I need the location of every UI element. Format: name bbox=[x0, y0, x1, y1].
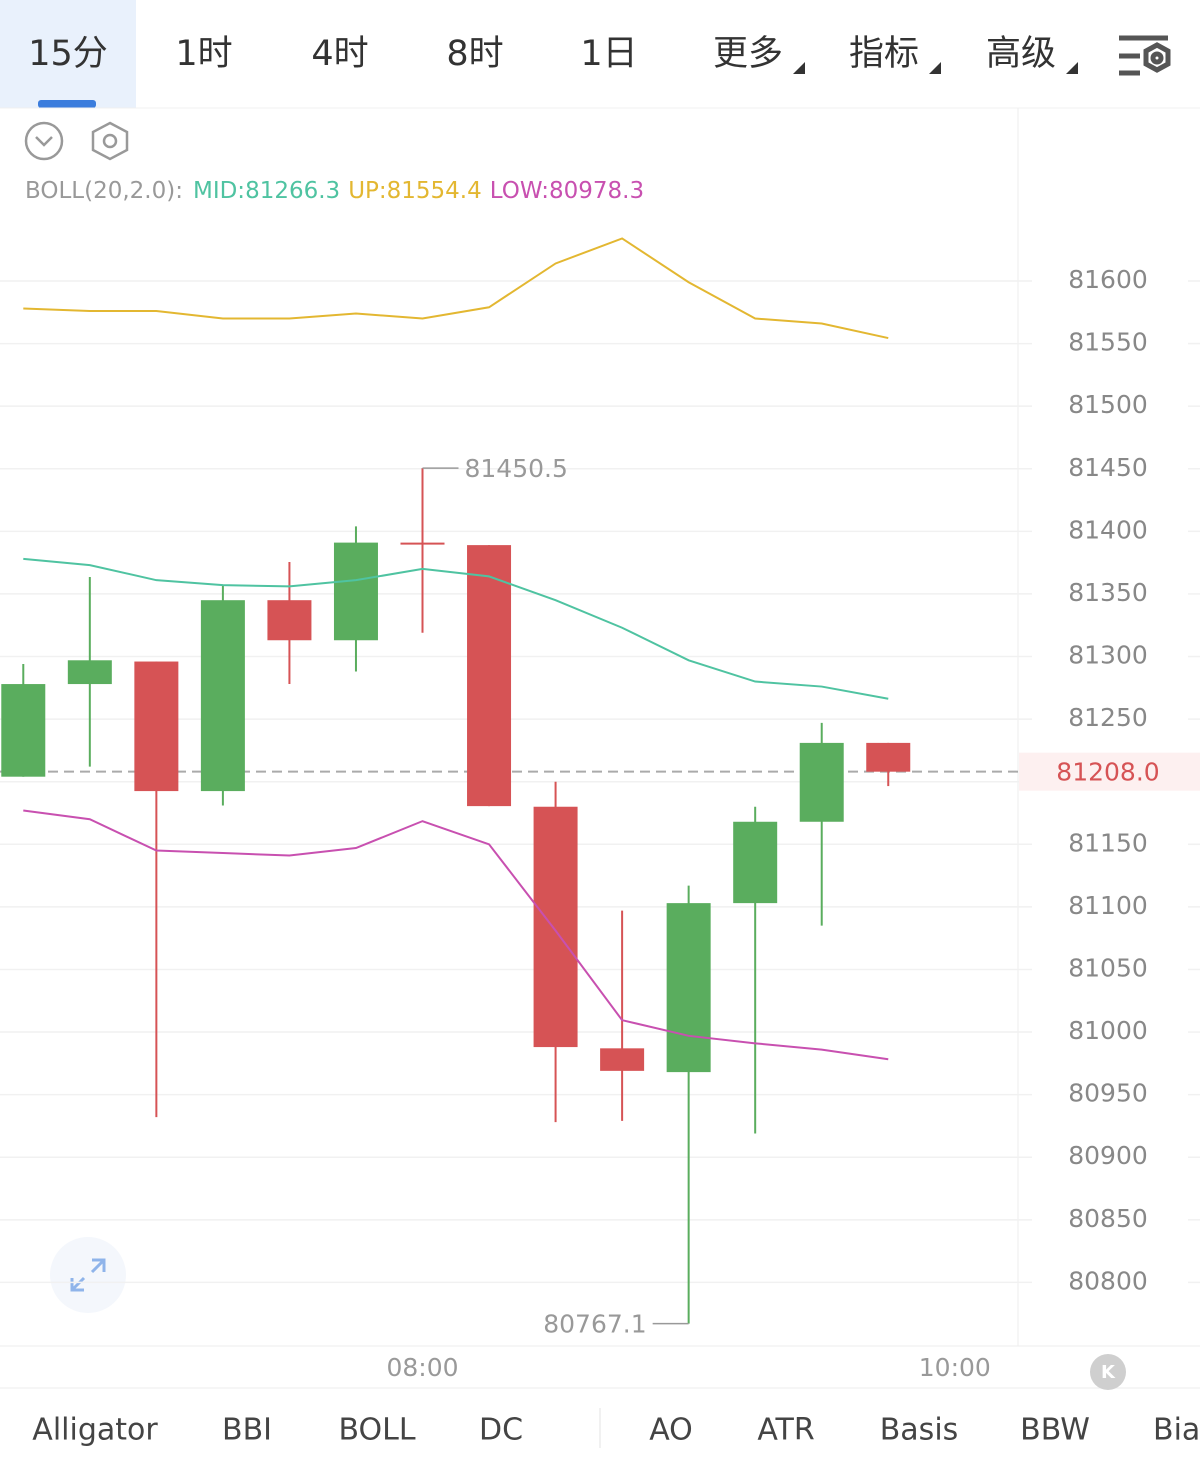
expand-button[interactable] bbox=[50, 1237, 126, 1313]
active-tab-bg bbox=[0, 0, 136, 108]
last-price-box bbox=[1019, 752, 1200, 791]
candle-body bbox=[400, 542, 445, 545]
legend-text: UP: bbox=[348, 178, 386, 204]
active-tab-indicator bbox=[38, 100, 96, 108]
legend-text: 81554.4 bbox=[387, 178, 482, 204]
indicator-tab[interactable]: Bias bbox=[1153, 1413, 1200, 1448]
indicator-tab[interactable]: AO bbox=[649, 1413, 693, 1448]
timeframe-tab[interactable]: 4时 bbox=[311, 34, 368, 74]
timeframe-tab[interactable]: 更多 bbox=[713, 34, 783, 74]
candle-body bbox=[134, 661, 179, 792]
candle-body bbox=[200, 600, 245, 792]
boll-line bbox=[23, 809, 889, 1061]
indicator-tab[interactable]: Basis bbox=[880, 1413, 959, 1448]
candle-body bbox=[1, 684, 46, 777]
indicator-tab[interactable]: ATR bbox=[757, 1413, 814, 1448]
boll-line bbox=[23, 557, 889, 700]
last-price-label: 81208.0 bbox=[1056, 758, 1159, 787]
timeframe-tab[interactable]: 1时 bbox=[175, 34, 232, 74]
indicator-tab[interactable]: BOLL bbox=[338, 1413, 415, 1448]
y-tick-label: 81500 bbox=[1068, 390, 1148, 419]
indicator-tab[interactable]: BBI bbox=[222, 1413, 272, 1448]
candle-body bbox=[467, 545, 512, 807]
candle-body bbox=[799, 742, 844, 822]
candle-body bbox=[267, 600, 312, 641]
k-button[interactable]: K bbox=[1090, 1354, 1126, 1390]
y-tick-label: 81400 bbox=[1068, 515, 1148, 544]
candle-body bbox=[333, 542, 378, 641]
y-tick-label: 81450 bbox=[1068, 453, 1148, 482]
candle-body bbox=[600, 1048, 645, 1071]
indicator-legend: BOLL(20,2.0): MID:81266.3 UP:81554.4 LOW:80… bbox=[25, 178, 644, 204]
y-tick-label: 81050 bbox=[1068, 953, 1148, 982]
candle-body bbox=[67, 660, 112, 685]
y-tick-label: 81350 bbox=[1068, 578, 1148, 607]
y-tick-label: 81300 bbox=[1068, 641, 1148, 670]
candle-body bbox=[733, 821, 778, 904]
y-tick-label: 81000 bbox=[1068, 1016, 1148, 1045]
candle-body bbox=[666, 903, 711, 1073]
dropdown-caret bbox=[793, 62, 805, 74]
legend-text: LOW: bbox=[490, 178, 549, 204]
y-tick-label: 81550 bbox=[1068, 328, 1148, 357]
low-label: 80767.1 bbox=[543, 1310, 646, 1339]
y-tick-label: 81250 bbox=[1068, 703, 1148, 732]
dropdown-caret bbox=[929, 62, 941, 74]
x-tick-label: 08:00 bbox=[386, 1353, 458, 1382]
indicator-tab[interactable]: Alligator bbox=[32, 1413, 158, 1448]
candle-body bbox=[866, 742, 911, 772]
legend-text: MID: bbox=[193, 178, 245, 204]
indicator-settings-icon[interactable] bbox=[91, 121, 129, 161]
indicator-tab[interactable]: BBW bbox=[1020, 1413, 1090, 1448]
timeframe-tab[interactable]: 高级 bbox=[986, 34, 1056, 74]
high-label: 81450.5 bbox=[465, 454, 568, 483]
timeframe-tab[interactable]: 1日 bbox=[580, 34, 637, 74]
svg-text:K: K bbox=[1101, 1362, 1116, 1383]
collapse-icon[interactable] bbox=[24, 121, 64, 161]
y-tick-label: 80800 bbox=[1068, 1266, 1148, 1295]
y-tick-label: 80850 bbox=[1068, 1204, 1148, 1233]
candle-body bbox=[533, 806, 578, 1048]
timeframe-tab[interactable]: 指标 bbox=[849, 34, 919, 74]
legend-text: 80978.3 bbox=[549, 178, 644, 204]
y-tick-label: 81100 bbox=[1068, 891, 1148, 920]
timeframe-tab[interactable]: 15分 bbox=[28, 34, 108, 74]
legend-text: BOLL(20,2.0): bbox=[25, 178, 183, 204]
indicator-tab[interactable]: DC bbox=[479, 1413, 523, 1448]
y-tick-label: 81150 bbox=[1068, 828, 1148, 857]
timeframe-tab[interactable]: 8时 bbox=[446, 34, 503, 74]
x-tick-label: 10:00 bbox=[919, 1353, 991, 1382]
y-tick-label: 80950 bbox=[1068, 1079, 1148, 1108]
boll-line bbox=[23, 237, 889, 340]
dropdown-caret bbox=[1066, 62, 1078, 74]
settings-icon[interactable] bbox=[1119, 35, 1171, 76]
legend-text: 81266.3 bbox=[245, 178, 340, 204]
y-tick-label: 81600 bbox=[1068, 265, 1148, 294]
y-tick-label: 80900 bbox=[1068, 1141, 1148, 1170]
